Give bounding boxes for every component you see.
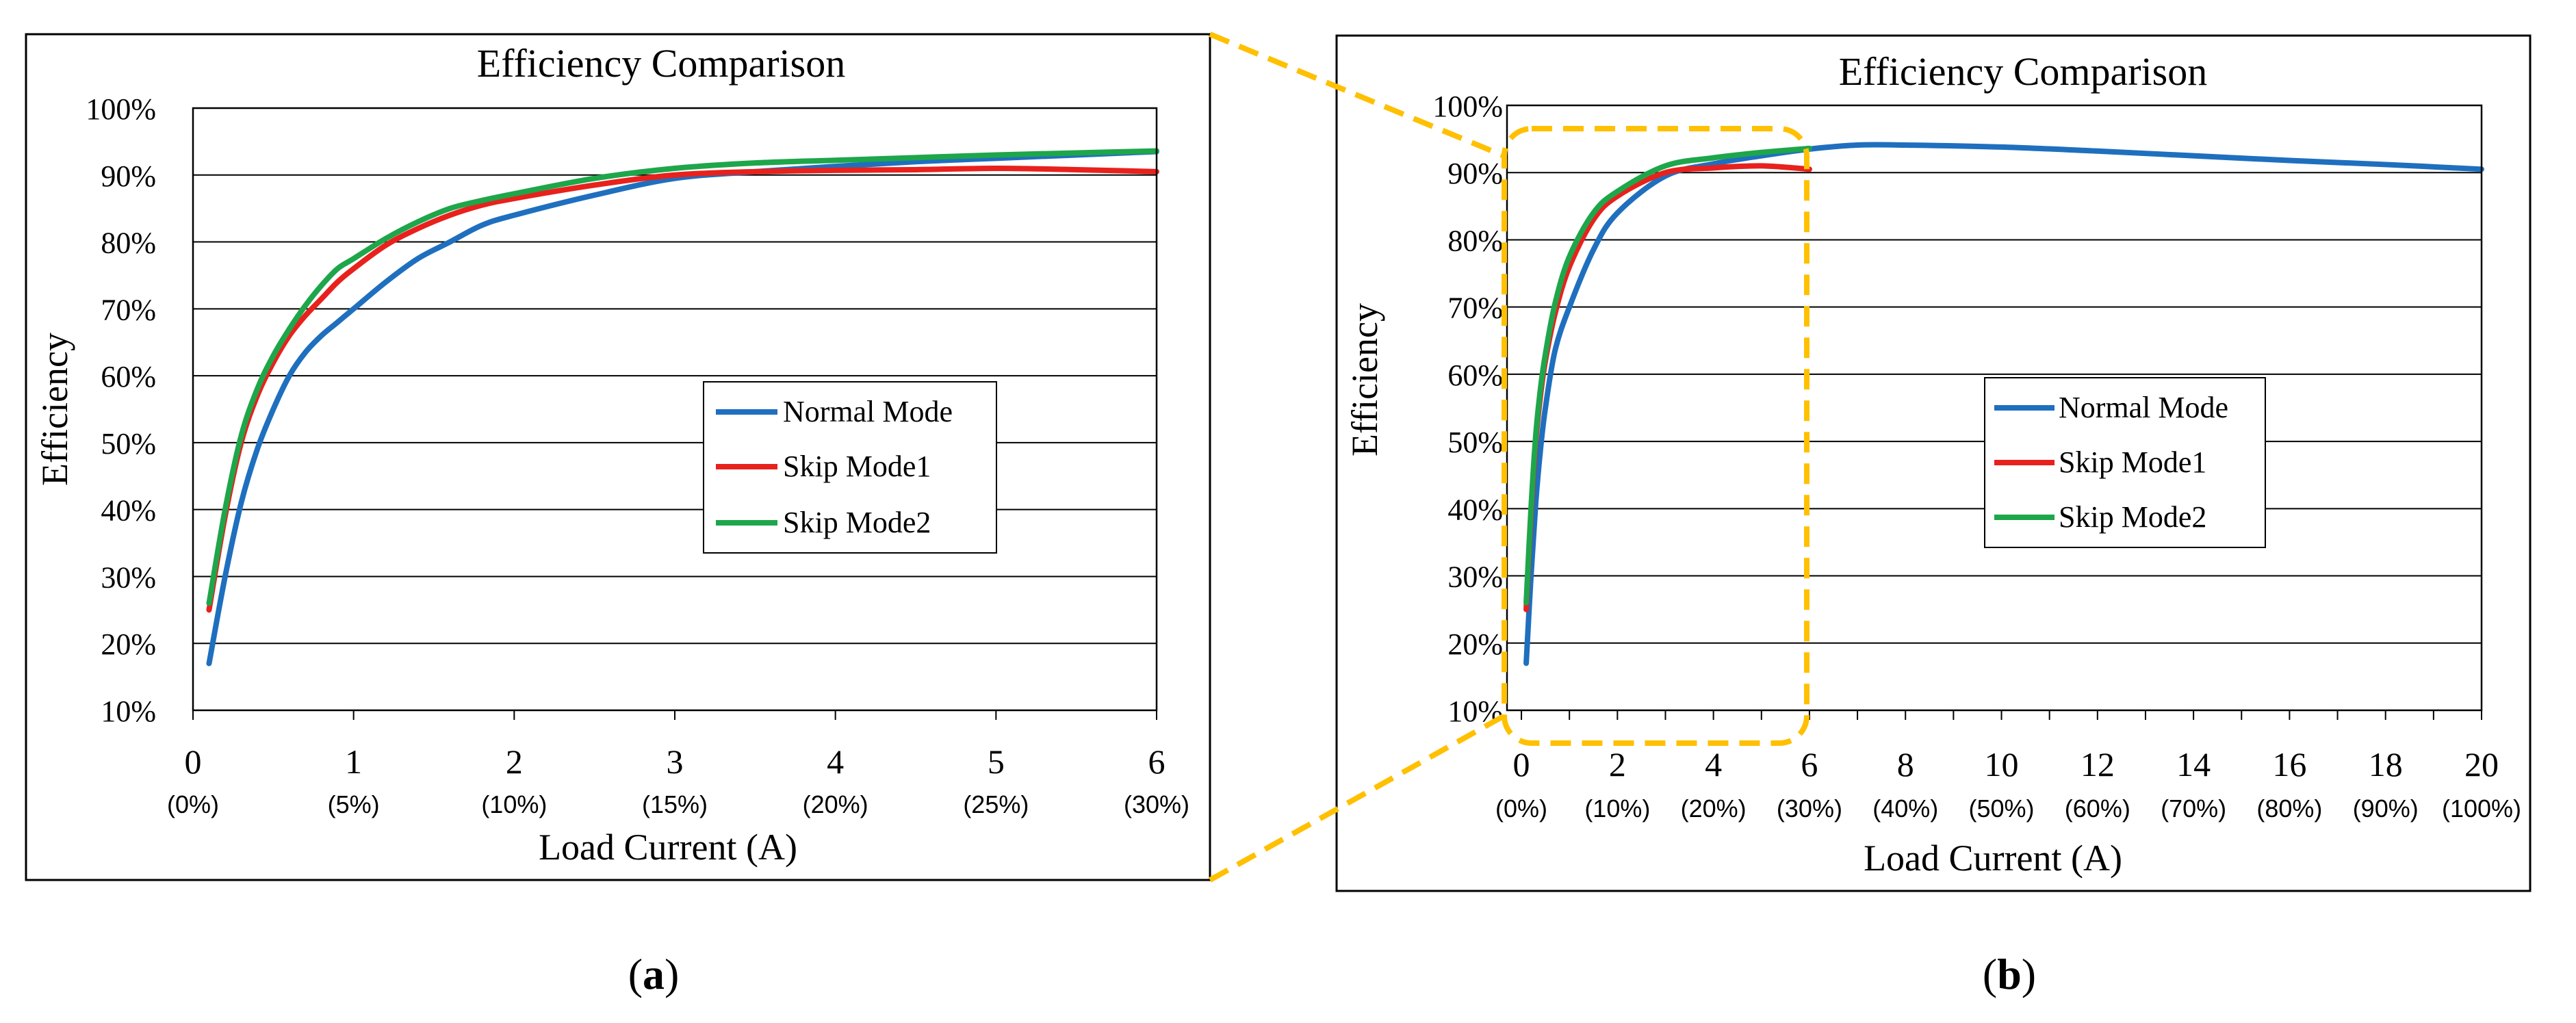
x-tick-label: 14: [2176, 745, 2211, 784]
y-tick-label: 50%: [101, 427, 156, 461]
series-line-normal-mode: [206, 148, 1159, 666]
y-tick-label: 70%: [1447, 292, 1503, 325]
x-tick-label: 5: [988, 742, 1005, 781]
x-tick-sublabel: (25%): [963, 790, 1029, 818]
y-tick-labels: 10%20%30%40%50%60%70%80%90%100%: [1432, 90, 1503, 728]
plot-frame: [192, 107, 1158, 712]
y-tick-label: 80%: [1447, 224, 1503, 257]
y-tick-label: 90%: [1447, 157, 1503, 190]
y-tick-label: 90%: [101, 159, 156, 193]
x-tick-label: 3: [667, 742, 684, 781]
series-lines: [1523, 142, 2484, 666]
series-line-skip-mode2: [206, 148, 1159, 606]
x-tick-label: 6: [1801, 745, 1818, 784]
legend-label-skip-mode1: Skip Mode1: [2059, 445, 2206, 479]
legend: Normal Mode Skip Mode1 Skip Mode2: [703, 381, 997, 554]
y-tick-label: 30%: [1447, 560, 1503, 594]
x-tick-sublabel: (30%): [1124, 790, 1189, 818]
chart-title: Efficiency Comparison: [477, 41, 846, 86]
panel-a: Efficiency Comparison 10% 20% 30% 40% 50% 60%…: [25, 33, 1211, 881]
x-tick-label: 4: [1705, 745, 1722, 784]
zoom-connector-top: [1209, 31, 1506, 159]
subfigure-label-a-text: a: [643, 950, 665, 998]
y-tick-label: 100%: [1432, 90, 1503, 123]
x-tick-label: 16: [2272, 745, 2306, 784]
x-tick-label: 1: [345, 742, 362, 781]
y-tick-label: 10%: [101, 695, 156, 728]
x-tick-sublabel: (80%): [2256, 794, 2322, 823]
legend-label-skip-mode2: Skip Mode2: [2059, 500, 2206, 534]
x-tick-labels: 0 (0%) 2 (10%) 4 (20%) 6 (30%) 8 (40%) 10 (50%) 12 (6…: [1495, 745, 2521, 823]
x-tick-sublabel: (0%): [167, 790, 219, 818]
x-tick-sublabel: (20%): [803, 790, 868, 818]
y-tick-label: 20%: [1447, 627, 1503, 661]
y-tick-label: 60%: [1447, 359, 1503, 392]
x-tick-sublabel: (60%): [2065, 794, 2130, 823]
x-tick-label: 12: [2081, 745, 2115, 784]
x-tick-sublabel: (50%): [1969, 794, 2035, 823]
legend-label-skip-mode2: Skip Mode2: [783, 506, 931, 539]
y-tick-label: 80%: [101, 226, 156, 260]
subfigure-label-a: (a): [628, 950, 680, 998]
subfigure-label-b: (b): [1983, 950, 2036, 998]
series-line-skip-mode2: [1523, 145, 1812, 606]
y-tick-label: 20%: [101, 627, 156, 661]
x-tick-sublabel: (100%): [2442, 794, 2521, 823]
x-tick-label: 4: [827, 742, 844, 781]
x-tick-label: 0: [1513, 745, 1530, 784]
y-tick-label: 70%: [101, 293, 156, 326]
y-tick-label: 30%: [101, 560, 156, 594]
x-tick-sublabel: (5%): [328, 790, 380, 818]
x-tick-sublabel: (20%): [1681, 794, 1747, 823]
panel-b: Efficiency Comparison 10%20%30%40%50%60%…: [1335, 34, 2532, 892]
x-tick-label: 2: [1609, 745, 1626, 784]
x-tick-labels: 0 (0%) 1 (5%) 2 (10%) 3 (15%) 4 (20%) 5 (25%) 6 (30%): [167, 742, 1189, 818]
y-tick-label: 100%: [86, 92, 156, 126]
legend: Normal Mode Skip Mode1 Skip Mode2: [1984, 377, 2266, 548]
x-tick-label: 18: [2369, 745, 2403, 784]
subfigure-label-b-text: b: [1997, 950, 2022, 998]
chart-title: Efficiency Comparison: [1839, 49, 2208, 94]
x-tick-label: 8: [1897, 745, 1914, 784]
x-tick-sublabel: (0%): [1495, 794, 1547, 823]
legend-label-skip-mode1: Skip Mode1: [783, 450, 931, 483]
y-axis-label: Efficiency: [1344, 303, 1385, 456]
x-tick-label: 2: [506, 742, 523, 781]
y-tick-labels: 10% 20% 30% 40% 50% 60% 70% 80% 90% 100%: [86, 92, 156, 728]
x-tick-sublabel: (10%): [481, 790, 547, 818]
x-tick-sublabel: (70%): [2161, 794, 2226, 823]
y-tick-label: 60%: [101, 360, 156, 393]
panel-a-frame: [25, 33, 1211, 881]
legend-label-normal-mode: Normal Mode: [783, 395, 953, 428]
zoom-region-highlight: [1502, 126, 1809, 746]
y-tick-label: 40%: [1447, 493, 1503, 526]
zoom-connector-bottom: [1209, 713, 1506, 883]
x-axis-label: Load Current (A): [1864, 838, 2122, 879]
x-tick-label: 6: [1148, 742, 1165, 781]
y-axis-label: Efficiency: [34, 333, 75, 486]
y-tick-label: 40%: [101, 494, 156, 528]
x-tick-sublabel: (10%): [1584, 794, 1650, 823]
y-tick-label: 50%: [1447, 426, 1503, 459]
x-tick-sublabel: (30%): [1777, 794, 1842, 823]
series-lines: [206, 148, 1159, 666]
x-tick-sublabel: (90%): [2353, 794, 2419, 823]
x-axis-label: Load Current (A): [539, 827, 797, 868]
x-tick-sublabel: (40%): [1872, 794, 1938, 823]
legend-label-normal-mode: Normal Mode: [2059, 391, 2228, 424]
x-tick-label: 0: [185, 742, 202, 781]
series-line-skip-mode1: [206, 166, 1159, 613]
x-tick-sublabel: (15%): [642, 790, 708, 818]
series-line-normal-mode: [1523, 142, 2484, 666]
x-tick-label: 10: [1985, 745, 2019, 784]
x-tick-label: 20: [2464, 745, 2499, 784]
